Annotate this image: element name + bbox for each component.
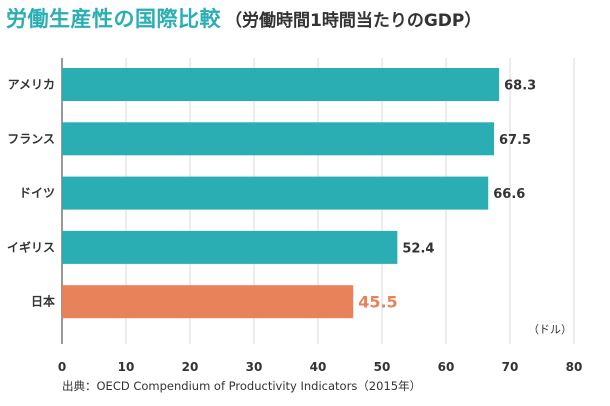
category-label: イギリス [7,239,55,254]
bars [62,68,500,319]
category-label: 日本 [31,294,55,309]
bar [62,285,354,319]
unit-label: （ドル） [528,323,572,336]
category-label: ドイツ [19,186,55,200]
bar [62,176,489,210]
x-tick-label: 40 [310,360,327,374]
value-label: 67.5 [499,133,531,148]
labels: 0 10 20 30 40 50 60 70 80 （ドル） アメリカ 68.3 フランス 67.5 ドイツ… [7,78,582,375]
category-label: フランス [7,132,55,146]
chart-title: 労働生産性の国際比較 [6,7,221,31]
bar [62,122,494,156]
x-tick-label: 70 [502,360,519,374]
x-tick-label: 60 [438,360,455,374]
value-label: 45.5 [358,293,397,312]
source-note: 出典：OECD Compendium of Productivity Indic… [62,379,422,393]
bar [62,68,500,101]
x-tick-label: 10 [118,360,135,374]
x-tick-label: 80 [566,360,583,374]
value-label: 66.6 [493,187,525,202]
chart-subtitle: （労働時間1時間当たりのGDP） [225,11,482,31]
chart-heading: 労働生産性の国際比較 （労働時間1時間当たりのGDP） [6,3,481,33]
x-tick-label: 50 [374,360,391,374]
bar [62,230,398,264]
value-label: 52.4 [402,241,434,256]
x-tick-label: 20 [182,360,199,374]
value-label: 68.3 [504,79,536,94]
category-label: アメリカ [8,78,55,92]
x-tick-label: 30 [246,360,263,374]
x-tick-label: 0 [58,360,66,374]
